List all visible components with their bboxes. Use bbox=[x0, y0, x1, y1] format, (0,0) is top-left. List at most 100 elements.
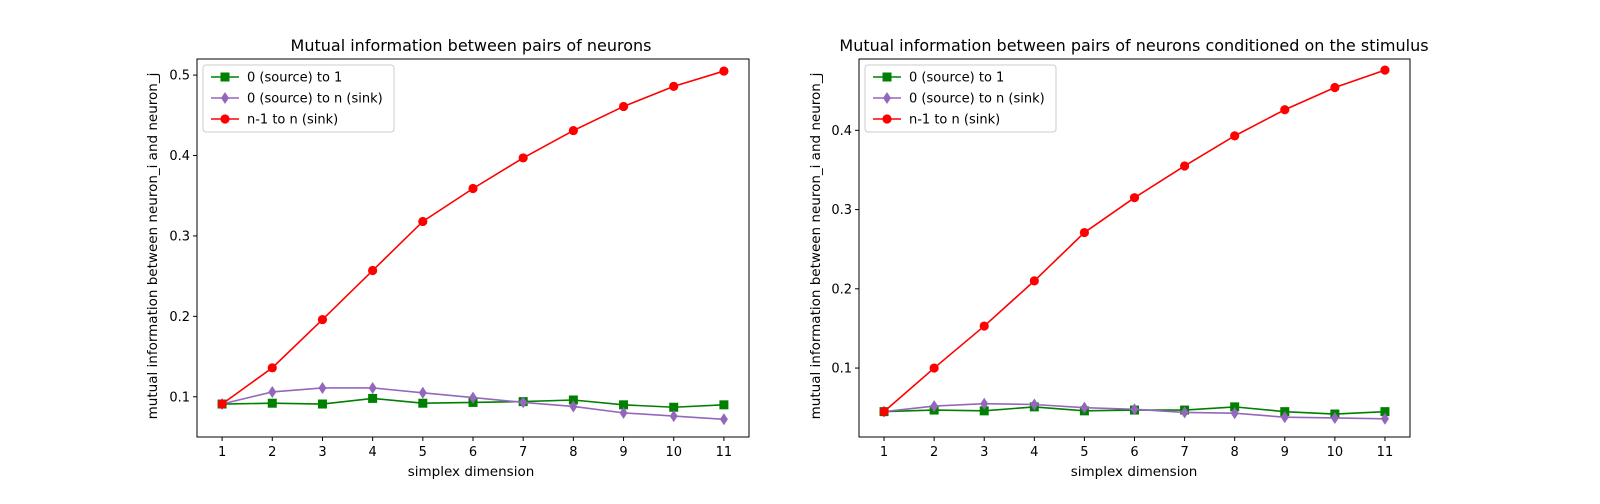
data-point bbox=[1179, 161, 1190, 171]
data-point bbox=[518, 153, 528, 163]
data-point bbox=[719, 66, 729, 76]
data-point bbox=[1380, 412, 1389, 425]
legend-entry: 0 (source) to n (sink) bbox=[909, 92, 1045, 107]
legend: 0 (source) to 1 0 (source) to n (sink) n-1… bbox=[864, 64, 1057, 133]
data-point bbox=[719, 413, 728, 426]
legend-entry: 0 (source) to 1 bbox=[247, 71, 342, 86]
x-tick-label: 3 bbox=[980, 445, 988, 460]
legend: 0 (source) to 1 0 (source) to n (sink) n-1… bbox=[202, 64, 395, 133]
data-point bbox=[568, 395, 578, 405]
data-point bbox=[1330, 411, 1339, 424]
data-point bbox=[317, 399, 327, 409]
x-tick-label: 5 bbox=[1080, 445, 1088, 460]
data-point bbox=[1380, 407, 1390, 417]
legend-box bbox=[202, 64, 395, 133]
chart-title: Mutual information between pairs of neur… bbox=[839, 36, 1428, 55]
data-point bbox=[468, 183, 478, 194]
legend-marker bbox=[883, 92, 891, 104]
data-point bbox=[268, 385, 277, 398]
data-point bbox=[669, 410, 678, 423]
x-axis-label: simplex dimension bbox=[1071, 464, 1198, 480]
data-point bbox=[1280, 105, 1290, 115]
x-tick-label: 6 bbox=[1130, 445, 1138, 460]
legend-marker bbox=[220, 72, 230, 82]
data-point bbox=[1130, 403, 1139, 416]
data-point bbox=[669, 402, 679, 412]
legend-marker bbox=[882, 72, 892, 82]
data-point bbox=[418, 398, 428, 408]
x-tick-label: 6 bbox=[469, 445, 477, 460]
data-point bbox=[930, 400, 939, 413]
data-point bbox=[1330, 82, 1340, 93]
x-tick-label: 1 bbox=[880, 445, 888, 460]
data-point bbox=[1080, 401, 1089, 414]
data-point bbox=[418, 216, 428, 227]
y-tick-label: 0.1 bbox=[169, 390, 190, 405]
chart-title: Mutual information between pairs of neur… bbox=[291, 36, 652, 55]
y-tick-label: 0.4 bbox=[169, 149, 190, 164]
y-tick-label: 0.4 bbox=[831, 124, 852, 139]
x-tick-label: 4 bbox=[368, 445, 376, 460]
legend-marker bbox=[882, 114, 892, 124]
data-point bbox=[879, 407, 889, 417]
y-tick-label: 0.3 bbox=[831, 203, 852, 218]
y-tick-label: 0.3 bbox=[169, 229, 190, 244]
x-tick-label: 5 bbox=[419, 445, 427, 460]
y-axis-label: mutual information between neuron_i and … bbox=[145, 73, 161, 420]
data-point bbox=[980, 397, 989, 410]
data-point bbox=[1079, 227, 1090, 238]
x-tick-label: 9 bbox=[619, 445, 627, 460]
data-point bbox=[669, 81, 679, 91]
plot-area: 1 2 3 4 5 6 7 8 9 10 11 0.1 0.2 0.3 0.4 0.5 0 (source) t… bbox=[169, 58, 750, 460]
x-tick-label: 7 bbox=[519, 445, 527, 460]
y-axis-label: mutual information between neuron_i and … bbox=[808, 73, 824, 420]
y-tick-label: 0.2 bbox=[831, 282, 852, 297]
chart-right: Mutual information between pairs of neur… bbox=[808, 36, 1429, 480]
x-tick-label: 10 bbox=[665, 445, 682, 460]
data-point bbox=[418, 386, 427, 399]
x-axis-label: simplex dimension bbox=[408, 464, 535, 480]
axes-frame bbox=[858, 58, 1411, 438]
legend-entry: n-1 to n (sink) bbox=[909, 113, 1000, 128]
data-point bbox=[318, 381, 327, 394]
x-tick-label: 8 bbox=[1231, 445, 1239, 460]
data-point bbox=[469, 391, 477, 404]
y-tick-label: 0.1 bbox=[831, 362, 852, 377]
x-tick-label: 9 bbox=[1281, 445, 1289, 460]
x-tick-label: 8 bbox=[569, 445, 577, 460]
legend-box bbox=[864, 64, 1057, 133]
plot-area: 1 2 3 4 5 6 7 8 9 10 11 0.1 0.2 0.3 0.4 0 (source) to 1… bbox=[831, 58, 1411, 460]
x-tick-label: 4 bbox=[1030, 445, 1038, 460]
data-point bbox=[719, 400, 729, 410]
data-point bbox=[1029, 276, 1039, 286]
data-point bbox=[1230, 402, 1240, 412]
data-point bbox=[368, 381, 377, 394]
data-point bbox=[519, 396, 528, 409]
data-point bbox=[619, 406, 628, 419]
data-point bbox=[1380, 65, 1390, 75]
chart-left: Mutual information between pairs of neur… bbox=[145, 36, 750, 480]
data-point bbox=[1129, 193, 1140, 203]
y-tick-label: 0.2 bbox=[169, 310, 190, 325]
data-point bbox=[569, 400, 578, 413]
x-tick-label: 11 bbox=[716, 445, 733, 460]
axes-frame bbox=[196, 58, 750, 438]
x-tick-label: 2 bbox=[268, 445, 276, 460]
data-point bbox=[368, 265, 378, 276]
data-point bbox=[979, 321, 989, 331]
legend-entry: 0 (source) to n (sink) bbox=[247, 92, 383, 107]
x-tick-label: 7 bbox=[1180, 445, 1188, 460]
data-point bbox=[368, 393, 378, 403]
legend-marker bbox=[220, 114, 230, 124]
legend-marker bbox=[221, 92, 229, 104]
data-point bbox=[217, 399, 227, 409]
legend-entry: n-1 to n (sink) bbox=[247, 113, 338, 128]
data-point bbox=[1280, 411, 1289, 424]
data-point bbox=[267, 363, 277, 373]
data-point bbox=[1230, 131, 1240, 141]
legend-entry: 0 (source) to 1 bbox=[909, 71, 1004, 86]
y-tick-label: 0.5 bbox=[169, 69, 190, 84]
x-tick-label: 3 bbox=[318, 445, 326, 460]
data-point bbox=[979, 406, 989, 416]
